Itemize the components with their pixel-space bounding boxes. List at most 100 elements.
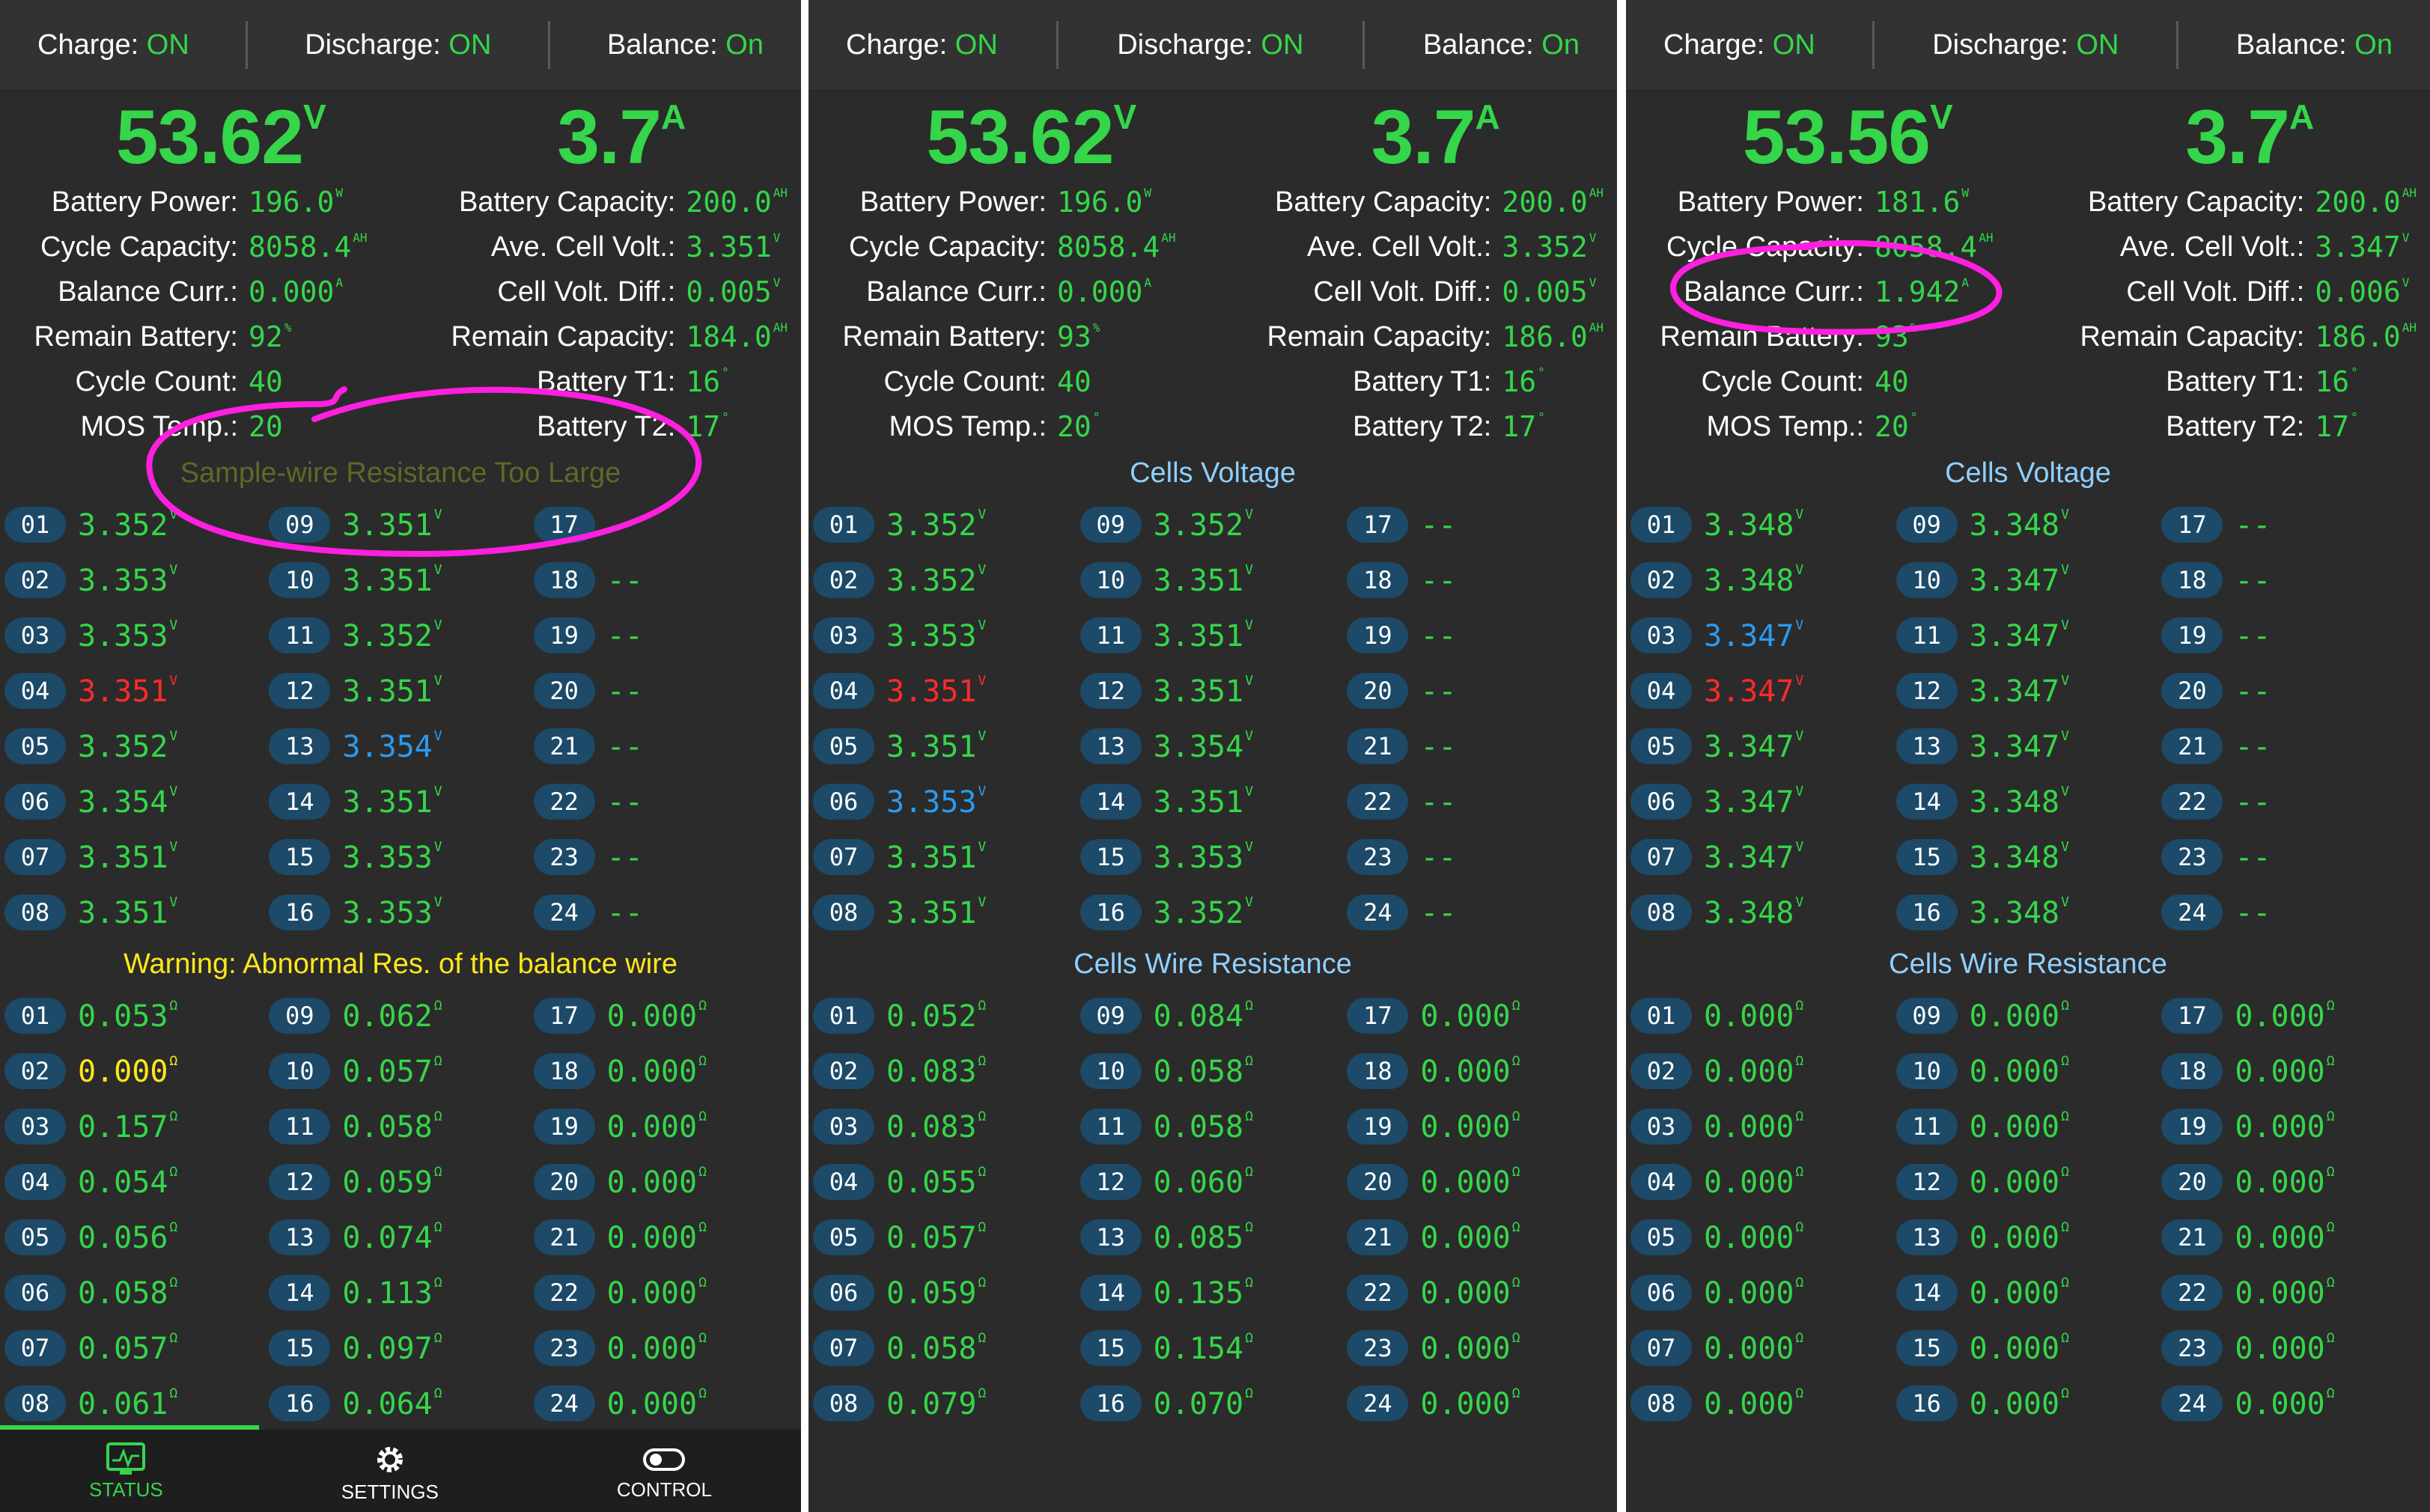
cell-number-badge: 12	[1080, 673, 1142, 709]
stat-row: Ave. Cell Volt.: 3.351 V	[383, 225, 788, 269]
stat-value: 8058.4 AH	[1875, 231, 1994, 263]
cell-number-badge: 03	[1630, 618, 1692, 653]
nav-settings[interactable]: SETTINGS	[341, 1439, 439, 1504]
stat-row: Remain Capacity: 186.0 AH	[1199, 314, 1604, 359]
cell-item: 09 0.084 Ω	[1080, 988, 1348, 1043]
stat-label: Balance Curr.:	[58, 275, 238, 308]
cell-value: --	[606, 564, 643, 598]
cell-number-badge: 22	[2161, 784, 2223, 820]
stat-row: Remain Battery: 93%	[1639, 314, 2012, 359]
cell-number-badge: 17	[2161, 998, 2223, 1034]
cell-number-badge: 02	[813, 1053, 874, 1089]
cell-number-badge: 03	[1630, 1109, 1692, 1144]
stat-row: Battery T1: 16 °	[383, 359, 788, 404]
stat-label: Battery T2:	[537, 410, 676, 442]
cell-value: 0.057 Ω	[886, 1219, 987, 1255]
cell-item: 09 0.000 Ω	[1895, 988, 2162, 1043]
cell-number-badge: 02	[4, 562, 66, 598]
stat-value: 200.0 AH	[1502, 186, 1604, 219]
cell-item: 17 --	[2161, 497, 2427, 552]
cell-number-badge: 13	[1895, 1219, 1958, 1255]
cell-value: 0.079 Ω	[886, 1386, 987, 1421]
cell-number-badge: 10	[1895, 562, 1958, 598]
cell-value: 0.000 Ω	[1420, 1164, 1520, 1200]
stat-label: Battery T2:	[2166, 410, 2305, 442]
cell-number-badge: 09	[1895, 998, 1958, 1034]
cell-value: 0.070 Ω	[1153, 1386, 1253, 1421]
cell-number-badge: 18	[533, 1053, 595, 1089]
cell-item: 07 0.057 Ω	[4, 1320, 269, 1376]
cell-number-badge: 23	[1347, 839, 1409, 875]
cell-number-badge: 24	[533, 894, 595, 930]
cell-value: 3.352 V	[1153, 507, 1253, 543]
stat-value: 184.0 AH	[686, 320, 788, 353]
stat-value: 200.0 AH	[2315, 186, 2417, 219]
cell-number-badge: 03	[813, 618, 874, 653]
cell-item: 19 --	[2161, 608, 2427, 663]
stat-row: MOS Temp.: 20 °	[1639, 404, 2012, 449]
stat-row: Cycle Count: 40	[1639, 359, 2012, 404]
cell-item: 23 --	[533, 829, 798, 885]
status-bar: Charge: ON Discharge: ON Balance: On	[809, 0, 1617, 91]
cell-item: 17 0.000 Ω	[2161, 988, 2427, 1043]
cell-number-badge: 08	[4, 894, 66, 930]
cell-value: 0.000 Ω	[1969, 1330, 2069, 1366]
cell-item: 14 3.351 V	[269, 774, 533, 829]
cell-value: 3.351 V	[1153, 784, 1253, 820]
cell-item: 15 0.097 Ω	[269, 1320, 533, 1376]
stat-row: Battery Power: 196.0 W	[13, 180, 383, 225]
cell-value: --	[606, 785, 643, 820]
cell-number-badge: 08	[4, 1386, 66, 1421]
stat-value: 93%	[1875, 320, 1918, 353]
cell-value: --	[1420, 564, 1457, 598]
cell-item: 16 3.352 V	[1080, 885, 1348, 940]
cell-item: 15 3.348 V	[1895, 829, 2162, 885]
cell-item: 23 0.000 Ω	[2161, 1320, 2427, 1376]
cell-value: 0.000 Ω	[606, 1386, 707, 1421]
stat-label: Cycle Count:	[1701, 365, 1864, 397]
cell-item: 21 --	[533, 719, 798, 774]
cell-value: 3.353 V	[342, 894, 442, 930]
cell-item: 14 3.348 V	[1895, 774, 2162, 829]
cell-item: 20 0.000 Ω	[533, 1154, 798, 1210]
cell-item: 21 0.000 Ω	[533, 1210, 798, 1265]
stat-label: Ave. Cell Volt.:	[490, 231, 676, 263]
cell-value: 0.113 Ω	[342, 1275, 442, 1311]
stat-label: Remain Battery:	[842, 320, 1047, 353]
cell-value: 3.351 V	[342, 673, 442, 709]
cell-value: 0.000 Ω	[606, 1053, 707, 1089]
cell-value: 0.000 Ω	[1420, 1109, 1520, 1144]
cell-item: 17 --	[1347, 497, 1614, 552]
cell-value: 3.351 V	[1153, 673, 1253, 709]
stat-row: MOS Temp.: 20	[13, 404, 383, 449]
cell-number-badge: 16	[1080, 894, 1142, 930]
cell-item: 21 --	[2161, 719, 2427, 774]
cells-voltage-grid: 01 3.348 V 02 3.348 V 03 3.347 V 04 3.347 V 05 3.347 V…	[1626, 497, 2430, 940]
cell-number-badge: 19	[533, 1109, 595, 1144]
cell-value: 0.000 Ω	[1704, 1275, 1804, 1311]
cell-value: 3.353 V	[886, 784, 987, 820]
cell-value: --	[1420, 508, 1457, 543]
cell-value: 0.000 Ω	[2235, 998, 2335, 1034]
cell-value: 0.052 Ω	[886, 998, 987, 1034]
cell-item: 08 3.348 V	[1630, 885, 1896, 940]
cell-item: 16 0.064 Ω	[269, 1376, 533, 1431]
cell-item: 03 0.000 Ω	[1630, 1099, 1896, 1154]
stat-row: Remain Battery: 93%	[822, 314, 1199, 359]
cell-value: --	[606, 896, 643, 930]
cell-value: 0.000 Ω	[1420, 1053, 1520, 1089]
cell-number-badge: 15	[1080, 1330, 1142, 1366]
total-voltage: 53.62V	[926, 94, 1136, 180]
cell-item: 06 3.354 V	[4, 774, 269, 829]
screenshot-panel-3: Charge: ON Discharge: ON Balance: On 53.…	[1626, 0, 2430, 1512]
cell-value: 0.058 Ω	[342, 1109, 442, 1144]
nav-control[interactable]: CONTROL	[617, 1441, 712, 1502]
stats-left: Battery Power: 196.0 W Cycle Capacity: 8058.…	[822, 180, 1199, 449]
cell-item: 05 3.351 V	[813, 719, 1080, 774]
stat-row: Battery T1: 16 °	[2012, 359, 2417, 404]
stat-row: Balance Curr.: 0.000 A	[822, 269, 1199, 314]
cell-number-badge: 18	[533, 562, 595, 598]
balance-status: Balance: On	[606, 28, 764, 61]
cell-number-badge: 23	[2161, 839, 2223, 875]
nav-status[interactable]: STATUS	[89, 1441, 163, 1502]
